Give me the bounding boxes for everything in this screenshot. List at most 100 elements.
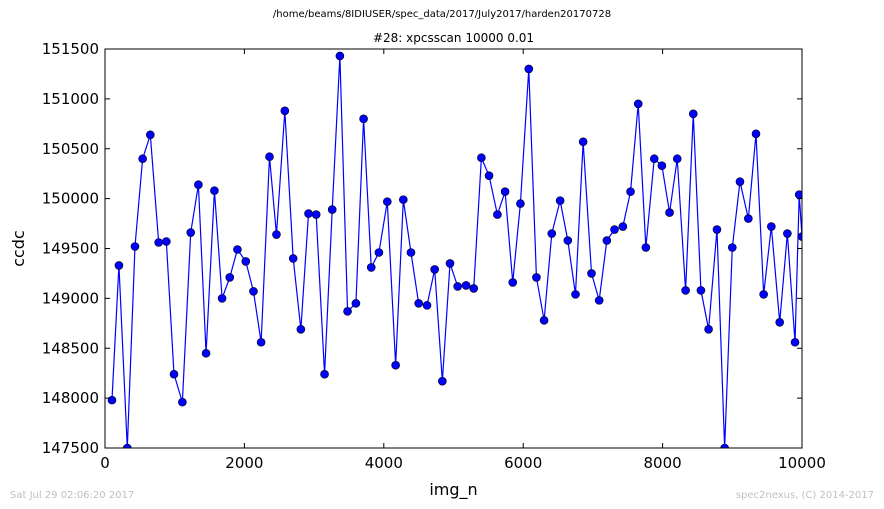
data-point	[500, 187, 510, 196]
data-point	[720, 443, 729, 448]
data-point	[422, 301, 432, 310]
data-point	[169, 369, 179, 379]
y-tick-label: 149000	[42, 289, 99, 307]
data-point	[210, 186, 219, 195]
y-tick-label: 151500	[42, 40, 99, 58]
data-point	[438, 376, 447, 386]
data-point	[469, 284, 479, 293]
data-point	[767, 222, 776, 231]
data-point	[265, 152, 274, 162]
y-axis-label: ccdc	[9, 230, 28, 267]
data-point	[272, 230, 281, 239]
data-point	[516, 199, 525, 208]
data-point	[797, 232, 802, 241]
y-tick-label: 150500	[42, 140, 99, 158]
data-point	[351, 299, 361, 308]
data-point	[602, 236, 612, 245]
data-point	[783, 229, 792, 238]
data-point	[366, 263, 376, 272]
data-point	[751, 129, 761, 139]
data-point	[304, 209, 313, 218]
figure-suptitle: /home/beams/8IDIUSER/spec_data/2017/July…	[272, 9, 612, 20]
data-point	[233, 245, 242, 254]
data-point	[123, 443, 132, 448]
data-point	[790, 337, 800, 347]
data-point	[311, 210, 321, 219]
x-tick-label: 6000	[504, 454, 542, 472]
data-point	[399, 195, 408, 204]
y-tick-label: 150000	[42, 190, 99, 208]
data-point	[178, 397, 187, 407]
data-point	[571, 290, 580, 299]
data-point	[587, 269, 596, 278]
data-point	[610, 225, 619, 234]
data-point	[477, 153, 486, 163]
data-point	[563, 236, 573, 245]
data-point	[688, 109, 698, 119]
data-point	[430, 265, 439, 274]
y-tick-label: 151000	[42, 90, 99, 108]
data-point	[107, 395, 117, 405]
data-point	[484, 171, 494, 180]
plot-frame	[104, 48, 803, 449]
data-point	[414, 299, 423, 308]
data-point	[249, 287, 258, 296]
data-point	[154, 238, 163, 247]
data-point	[382, 197, 392, 206]
data-point	[539, 316, 549, 325]
footer-credit: spec2nexus, (C) 2014-2017	[735, 490, 874, 501]
data-point	[594, 296, 604, 305]
chart-title: #28: xpcsscan 10000 0.01	[373, 31, 534, 45]
data-point	[241, 257, 251, 266]
data-point	[524, 64, 534, 74]
data-point	[626, 187, 635, 196]
data-point	[374, 248, 384, 257]
data-point	[704, 324, 713, 334]
y-tick-label: 147500	[42, 439, 99, 457]
data-point	[391, 360, 400, 370]
data-point	[696, 286, 706, 295]
data-point	[775, 318, 785, 327]
data-point	[578, 137, 588, 147]
data-point	[665, 208, 674, 217]
x-tick-label: 8000	[644, 454, 682, 472]
data-point	[130, 242, 140, 251]
data-point	[672, 154, 682, 164]
data-point	[406, 248, 416, 257]
data-point	[461, 281, 471, 290]
data-point	[280, 106, 290, 116]
data-point	[359, 114, 368, 124]
data-point	[217, 294, 227, 303]
x-axis-label: img_n	[429, 480, 477, 500]
data-point	[657, 161, 667, 171]
x-tick-label: 4000	[365, 454, 403, 472]
footer-timestamp: Sat Jul 29 02:06:20 2017	[10, 490, 135, 501]
data-point	[649, 154, 659, 164]
data-point	[532, 273, 541, 282]
x-tick-label: 2000	[225, 454, 263, 472]
y-tick-label: 148500	[42, 339, 99, 357]
y-tick-label: 149500	[42, 240, 99, 258]
data-point	[618, 222, 628, 231]
data-point	[343, 307, 352, 316]
data-point	[641, 243, 651, 252]
data-point	[320, 369, 329, 379]
data-point	[555, 196, 565, 205]
data-point	[445, 259, 455, 268]
data-point	[508, 278, 518, 287]
data-point	[735, 177, 745, 186]
data-point	[493, 210, 502, 219]
data-point	[256, 337, 266, 347]
data-point	[194, 180, 203, 189]
data-point	[114, 261, 124, 270]
data-point	[162, 237, 171, 246]
series-line	[111, 55, 802, 448]
data-point	[633, 99, 643, 109]
data-point	[547, 229, 557, 238]
x-tick-label: 10000	[778, 454, 826, 472]
data-point	[138, 154, 147, 164]
data-point	[186, 228, 196, 237]
data-point	[225, 273, 235, 282]
x-tick-label: 0	[100, 454, 110, 472]
data-point	[453, 282, 462, 291]
